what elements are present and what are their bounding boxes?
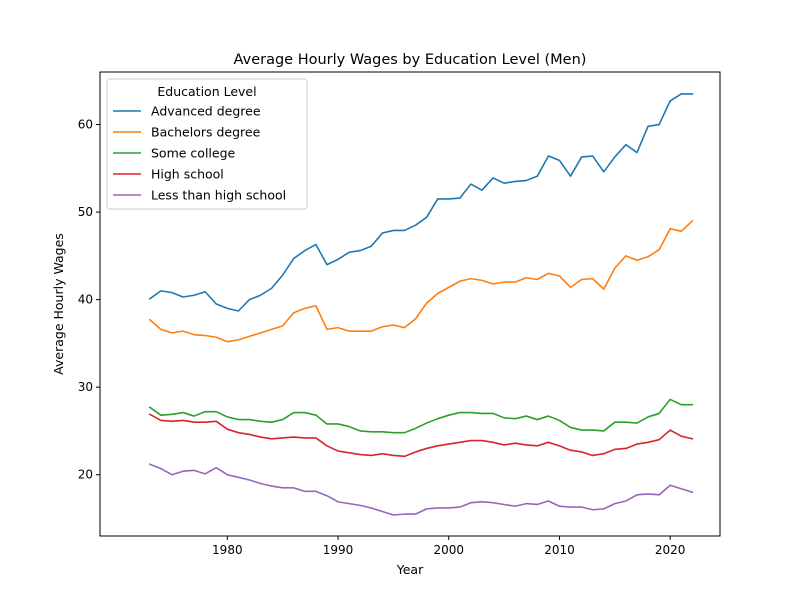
series-line-high-school [148, 413, 694, 458]
x-tick-label: 2010 [544, 543, 575, 557]
series-line-bachelors-degree [148, 219, 694, 343]
legend-label: Less than high school [151, 188, 286, 203]
y-tick-label: 50 [78, 205, 93, 219]
legend-title: Education Level [157, 84, 256, 99]
legend-box [106, 78, 308, 210]
legend-label: Some college [151, 146, 236, 161]
x-tick-label: 1990 [323, 543, 354, 557]
legend-label: High school [151, 167, 224, 182]
legend-items: Advanced degree Bachelors degree Some coll… [113, 104, 286, 203]
plot-area [99, 71, 721, 537]
y-tick-label: 20 [78, 468, 93, 482]
series-line-advanced-degree [148, 93, 694, 312]
x-tick-label: 2000 [433, 543, 464, 557]
y-tick-label: 30 [78, 380, 93, 394]
x-axis: 1980 1990 2000 2010 2020 [212, 536, 685, 557]
series-line-less-than-high-school [148, 463, 694, 516]
x-axis-label: Year [396, 562, 424, 577]
y-tick-label: 40 [78, 293, 93, 307]
legend-label: Advanced degree [151, 104, 261, 119]
y-axis: 20 30 40 50 60 [78, 118, 100, 482]
x-tick-label: 2020 [655, 543, 686, 557]
series-layer [148, 93, 694, 516]
chart-title: Average Hourly Wages by Education Level … [234, 52, 587, 68]
series-line-some-college [148, 398, 694, 434]
legend: Education Level Advanced degree Bachelors… [106, 78, 308, 210]
legend-label: Bachelors degree [151, 125, 261, 140]
y-axis-label: Average Hourly Wages [51, 233, 66, 375]
x-tick-label: 1980 [212, 543, 243, 557]
y-tick-label: 60 [78, 118, 93, 132]
